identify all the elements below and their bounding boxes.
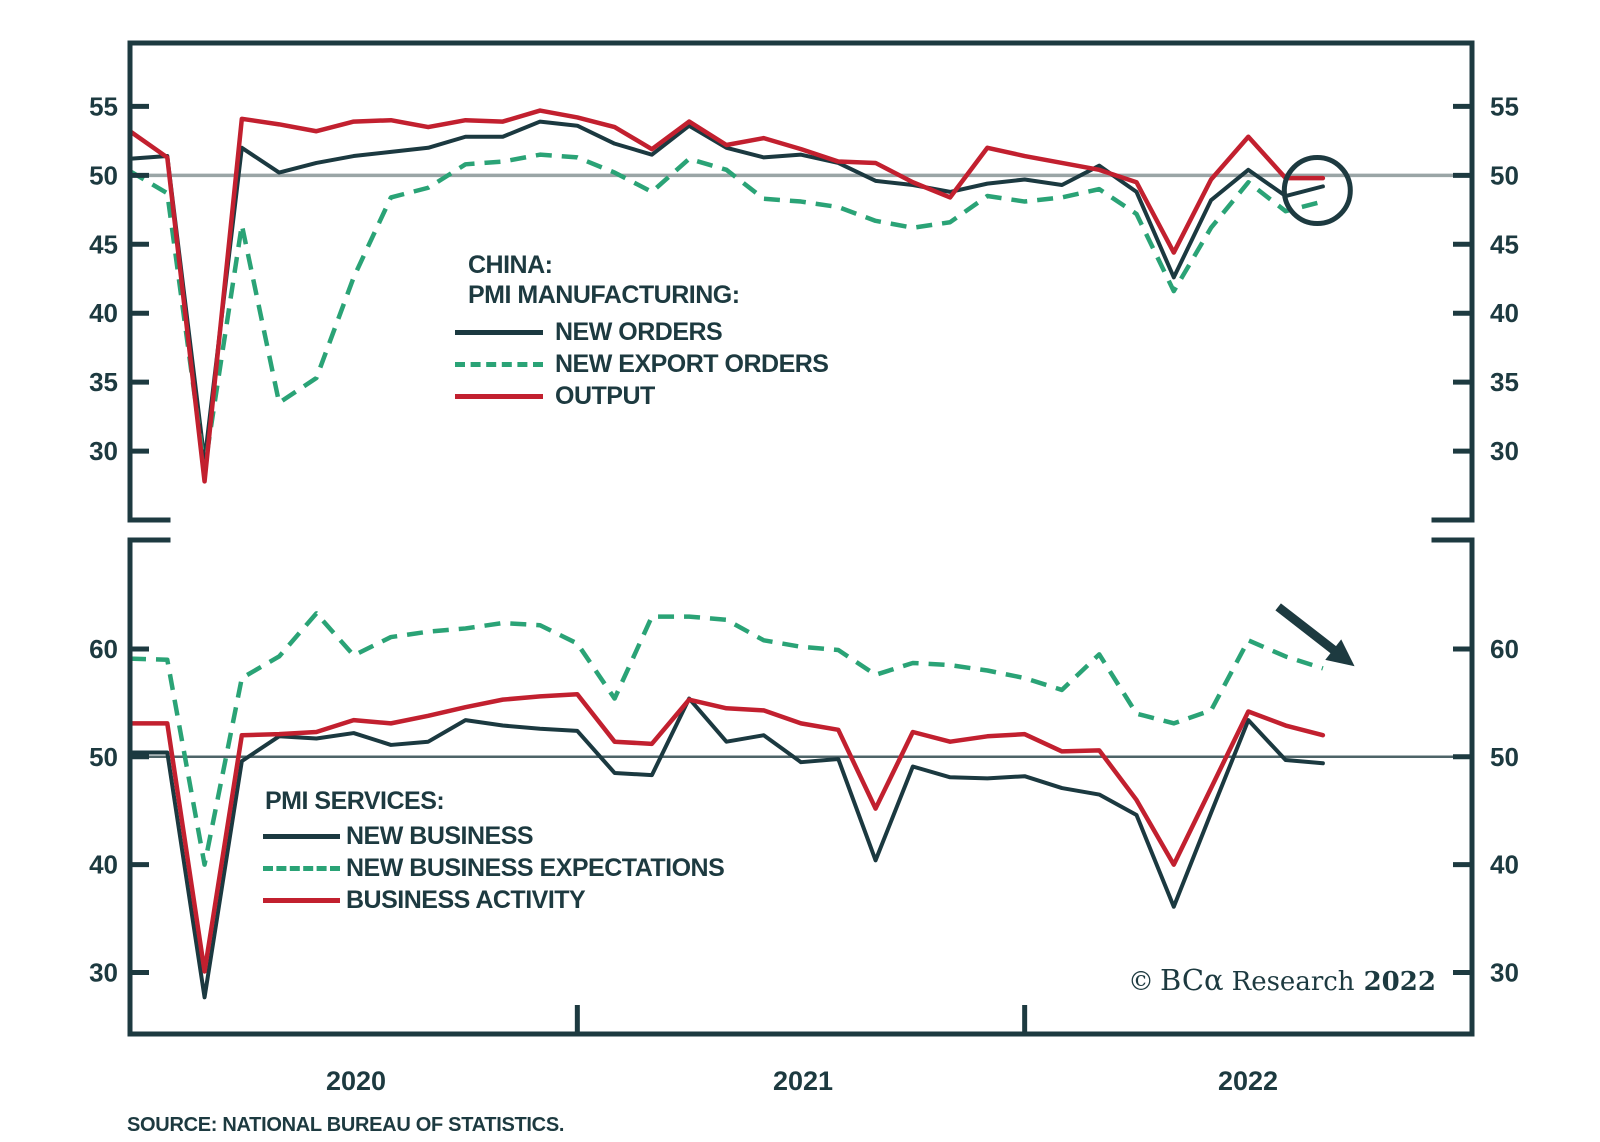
business-activity-swatch-line [263,897,340,903]
output-swatch-line [455,393,543,399]
series-new-orders [128,119,1325,463]
chart-title-manufacturing: PMI MANUFACTURING: [468,281,740,309]
y-tick-label: 35 [1490,367,1519,397]
legend-item-business-activity: BUSINESS ACTIVITY [263,884,724,916]
y-tick-label: 40 [1490,298,1519,328]
series-new-business [128,696,1325,1000]
series-new-export-orders [128,152,1324,472]
y-tick-label: 55 [89,91,118,121]
legend-label: NEW ORDERS [555,317,723,346]
y-tick-label: 30 [1490,958,1519,988]
x-axis-year-2020: 2020 [325,1066,387,1096]
y-tick-label: 30 [89,958,118,988]
legend-label: NEW EXPORT ORDERS [555,349,829,378]
legend-item-new-orders: NEW ORDERS [455,316,828,348]
new-export-orders-swatch-line [455,361,543,367]
y-tick-label: 35 [89,367,118,397]
legend-label: NEW BUSINESS [346,821,534,850]
y-tick-label: 50 [1490,160,1519,190]
watermark-name: Research [1231,967,1355,997]
y-tick-label: 30 [89,436,118,466]
y-tick-label: 50 [89,160,118,190]
series-output [127,108,1326,484]
new-business-expectations-swatch-line [263,865,340,871]
y-tick-label: 30 [1490,436,1519,466]
series-business-activity [127,691,1326,974]
legend-label: OUTPUT [555,381,655,410]
x-axis-year-2022: 2022 [1217,1066,1279,1096]
copyright-symbol: © [1128,967,1154,997]
y-tick-label: 60 [1490,634,1519,664]
legend-item-output: OUTPUT [455,380,828,412]
bca-research-watermark: © BCα Research 2022 [1128,963,1436,997]
legend-item-new-business: NEW BUSINESS [263,820,724,852]
legend-item-new-business-expectations: NEW BUSINESS EXPECTATIONS [263,852,725,884]
chart-title-services: PMI SERVICES: [265,787,445,815]
legend-services: PMI SERVICES: NEW BUSINESS NEW BUSINESS … [263,786,725,916]
circle-annotation [1281,155,1353,227]
watermark-year: 2022 [1363,967,1436,997]
y-tick-label: 50 [89,742,118,772]
y-tick-label: 40 [89,850,118,880]
y-tick-label: 55 [1490,91,1519,121]
source-note: SOURCE: NATIONAL BUREAU OF STATISTICS. [127,1114,565,1136]
chart-title-country: CHINA: [468,251,553,279]
bca-logo: BCα [1160,963,1224,997]
series-new-business-expectations [129,611,1324,867]
legend-item-new-export-orders: NEW EXPORT ORDERS [455,348,829,380]
y-tick-label: 60 [89,634,118,664]
new-orders-swatch-line [455,329,543,335]
arrow-annotation-shaft [1275,603,1345,660]
new-business-swatch-line [263,833,340,839]
y-tick-label: 45 [1490,229,1519,259]
y-tick-label: 45 [89,229,118,259]
legend-label: NEW BUSINESS EXPECTATIONS [346,853,725,882]
arrow-annotation-head [1325,639,1355,667]
y-tick-label: 40 [89,298,118,328]
legend-manufacturing: CHINA: PMI MANUFACTURING: NEW ORDERS NEW… [455,250,829,412]
x-axis-year-2021: 2021 [772,1066,834,1096]
y-tick-label: 50 [1490,742,1519,772]
y-tick-label: 40 [1490,850,1519,880]
legend-label: BUSINESS ACTIVITY [346,885,586,914]
